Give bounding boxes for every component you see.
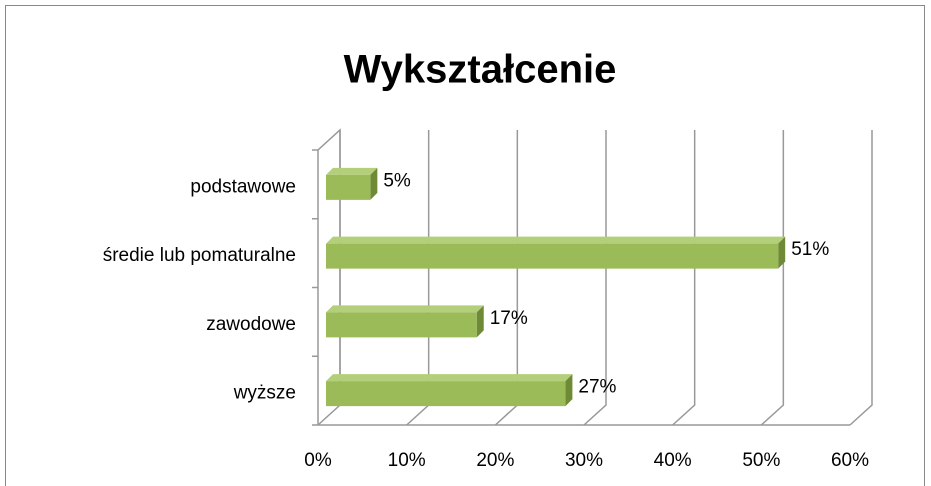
bar [326, 381, 566, 407]
x-tick-label: 30% [565, 450, 603, 471]
data-label: 27% [578, 377, 616, 398]
bar [326, 174, 371, 200]
bar-side [565, 374, 573, 407]
bar [326, 243, 779, 269]
data-label: 5% [383, 170, 411, 191]
bar-side [778, 236, 786, 269]
x-tick-label: 50% [742, 450, 780, 471]
data-label: 17% [490, 308, 528, 329]
x-tick-label: 40% [654, 450, 692, 471]
x-tick-label: 10% [388, 450, 426, 471]
grid-line [760, 130, 785, 426]
x-tick-label: 0% [304, 450, 332, 471]
grid-line [849, 130, 873, 426]
chart-title: Wykształcenie [344, 48, 617, 92]
y-tick-label: zawodowe [206, 314, 296, 335]
bar-top [326, 374, 573, 382]
bar-side [370, 167, 378, 200]
y-tick-label: średie lub pomaturalne [103, 245, 296, 266]
bar-side [476, 305, 484, 338]
bar-top [326, 305, 484, 313]
grid-line [672, 130, 696, 426]
bar-top [326, 236, 786, 244]
bar [326, 312, 477, 338]
y-tick-label: podstawowe [190, 176, 296, 197]
bar-top [326, 167, 378, 175]
grid-line [583, 130, 607, 426]
x-tick-label: 20% [476, 450, 514, 471]
y-tick-label: wyższe [233, 383, 296, 404]
data-label: 51% [791, 239, 829, 260]
x-tick-label: 60% [831, 450, 869, 471]
